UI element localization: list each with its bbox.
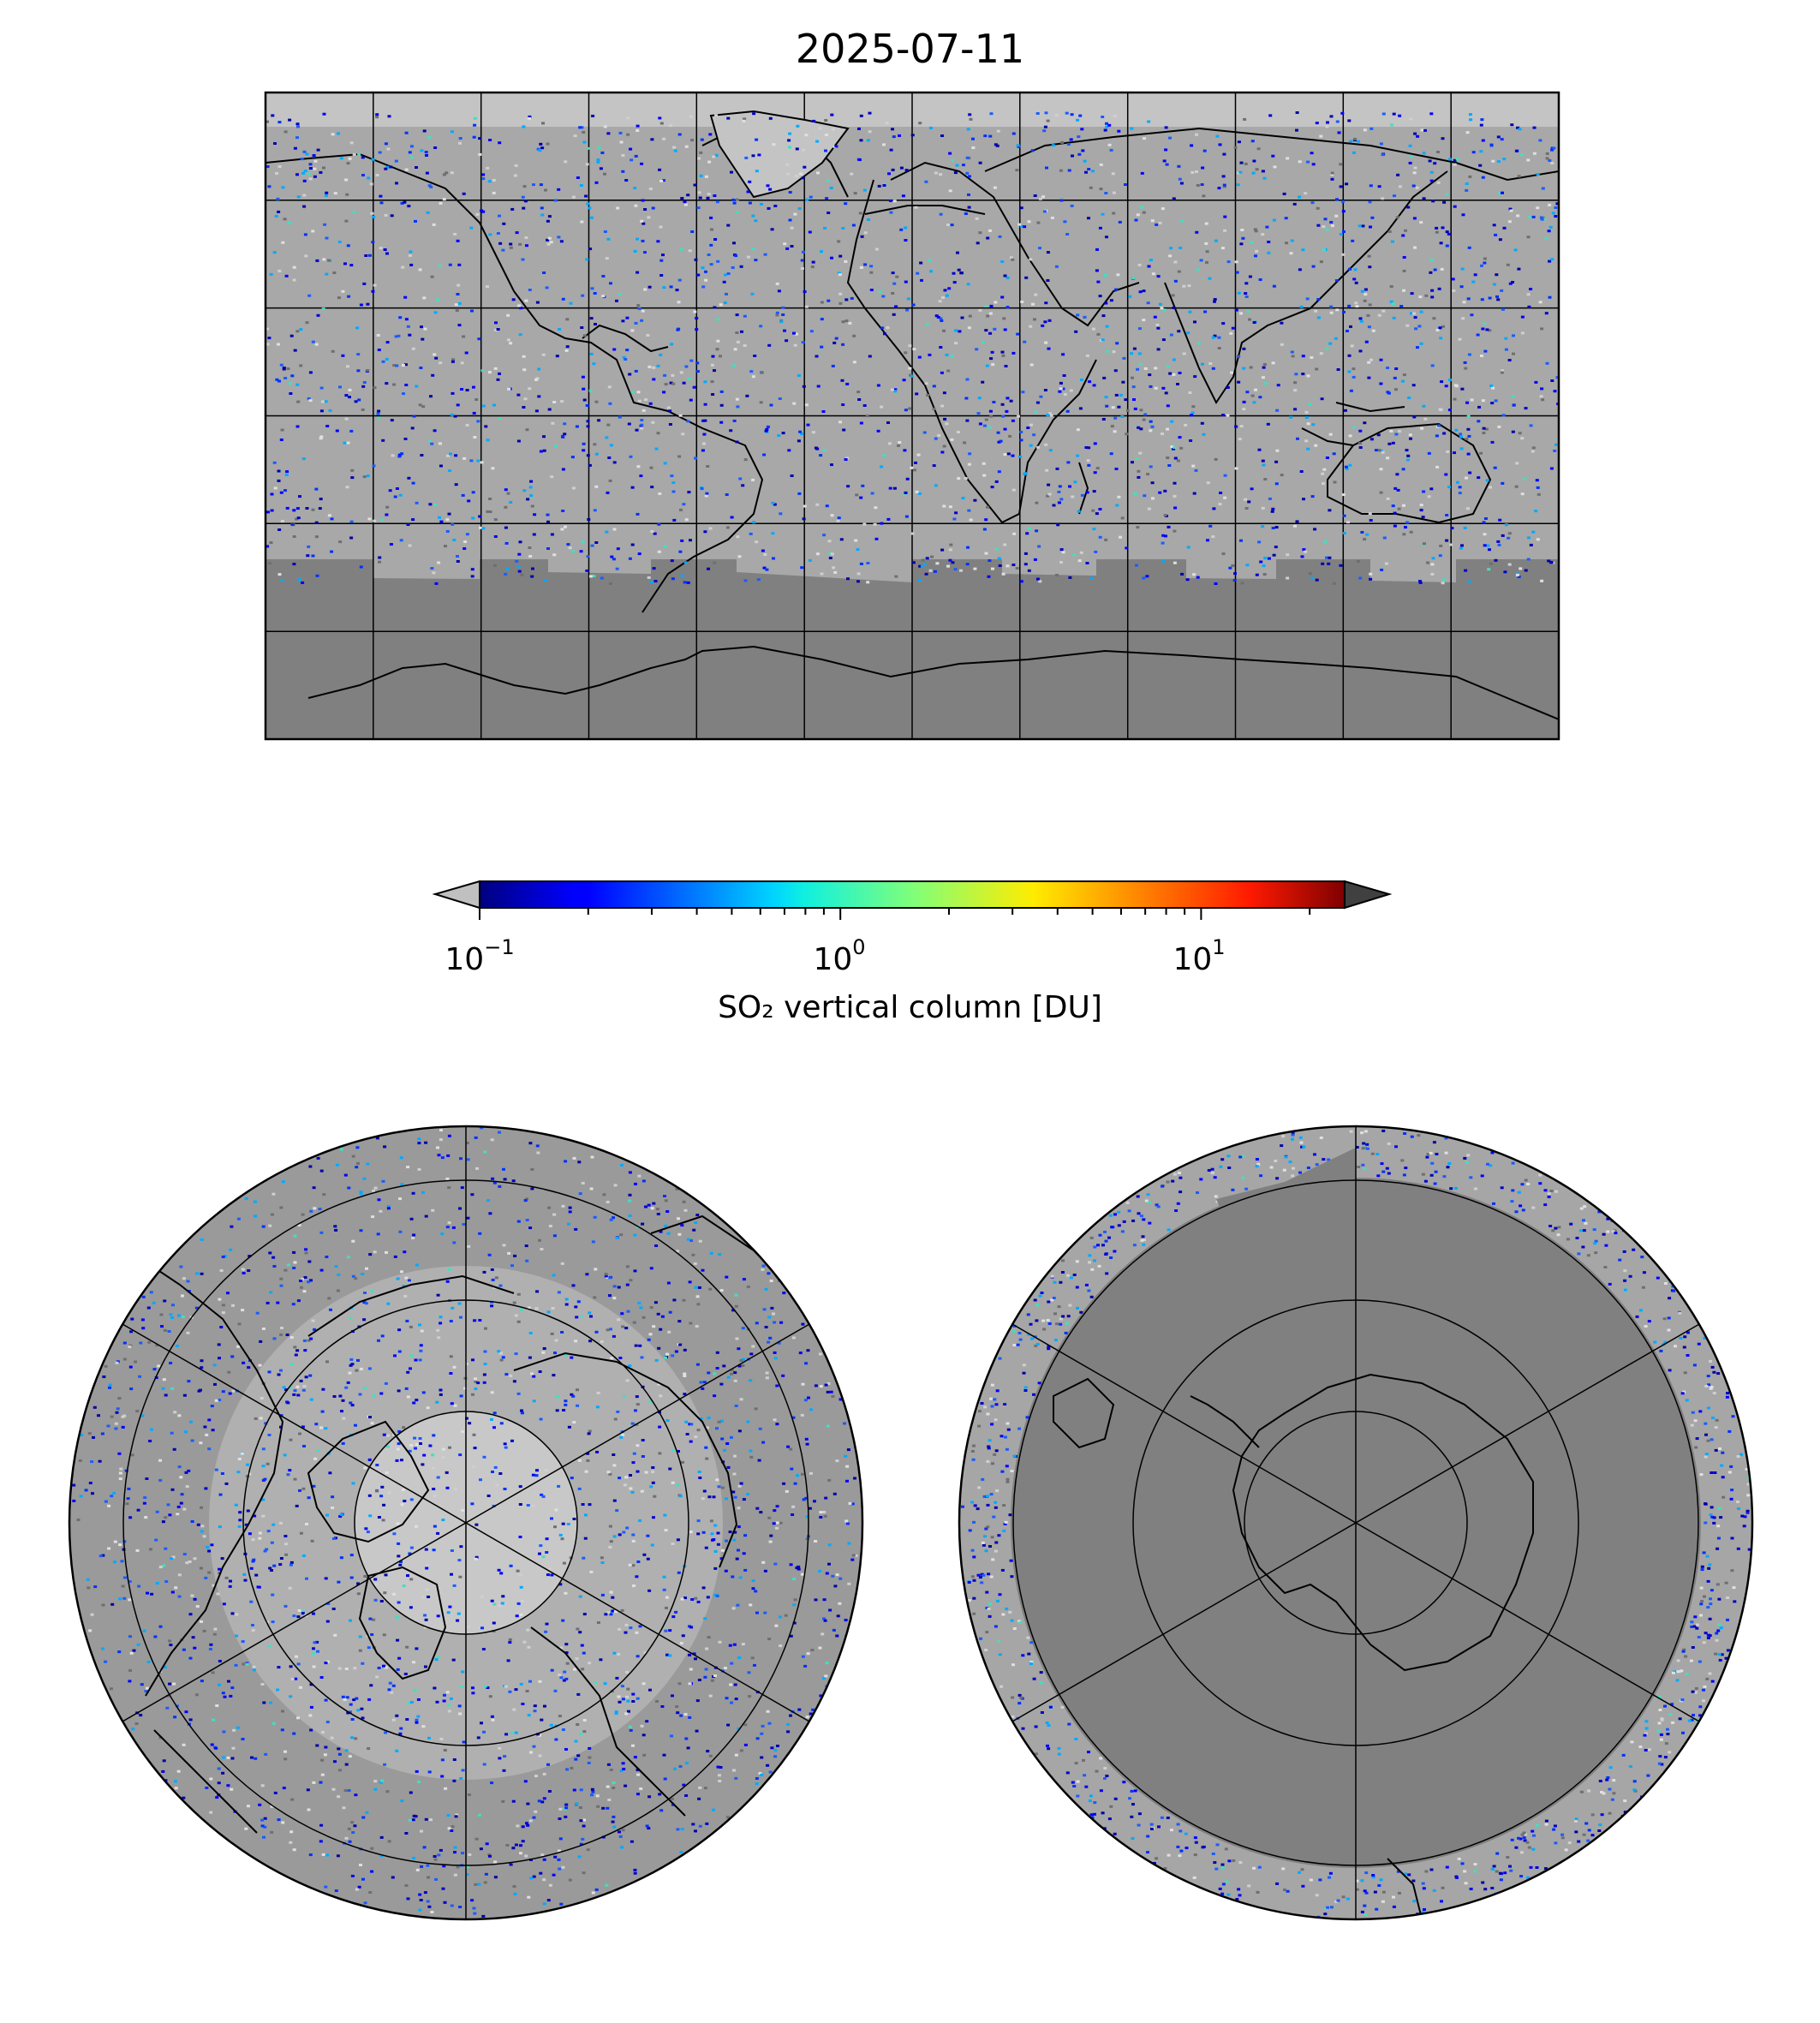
colorbar-frame xyxy=(479,880,1346,909)
north-polar-map xyxy=(68,1125,864,1921)
antarctica-outline xyxy=(1232,1373,1534,1672)
global-map xyxy=(264,91,1560,741)
colorbar xyxy=(432,880,1393,920)
colorbar-over-extension xyxy=(1344,880,1393,910)
figure-title: 2025-07-11 xyxy=(795,26,1025,72)
colorbar-label: SO₂ vertical column [DU] xyxy=(718,990,1102,1025)
africa-tip xyxy=(1387,1858,1423,1919)
global-so2-speckle xyxy=(266,111,1559,585)
colorbar-tick-label-0: 10−1 xyxy=(445,935,515,977)
colorbar-gradient xyxy=(480,881,1345,908)
antarctic-peninsula xyxy=(1190,1395,1260,1448)
colorbar-tick-label-2: 101 xyxy=(1173,935,1226,977)
south-america-tip xyxy=(1053,1377,1115,1449)
south-graticule xyxy=(1011,1126,1700,1919)
north-so2-speckle xyxy=(72,1126,862,1919)
south-polar-map xyxy=(958,1125,1754,1921)
north-coastlines xyxy=(128,1214,789,1834)
south-polar-frame xyxy=(958,1125,1754,1921)
colorbar-under-extension xyxy=(432,880,480,910)
global-map-frame xyxy=(264,91,1560,741)
north-graticule xyxy=(122,1126,810,1919)
colorbar-tick-label-1: 100 xyxy=(813,935,866,977)
global-coastlines xyxy=(266,127,1559,720)
north-polar-frame xyxy=(68,1125,864,1921)
colorbar-ticks xyxy=(479,908,1311,920)
greenland-outline xyxy=(709,110,850,199)
